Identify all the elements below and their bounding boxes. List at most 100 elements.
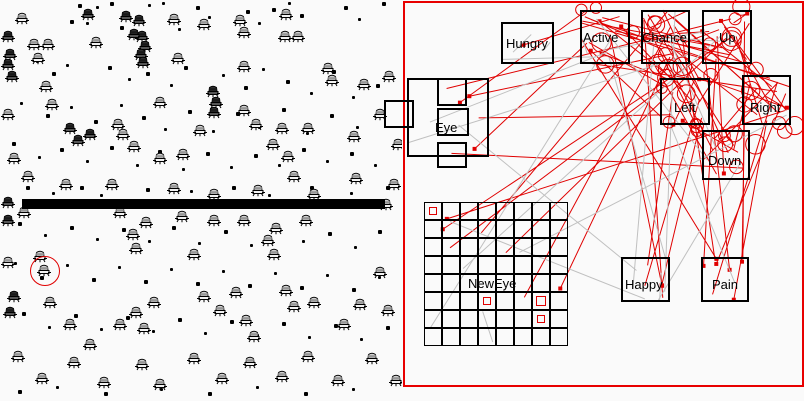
creature-sprite[interactable] <box>286 170 302 183</box>
creature-sprite[interactable] <box>320 62 336 75</box>
creature-sprite[interactable] <box>66 356 82 369</box>
neweye-cell[interactable] <box>550 292 568 310</box>
creature-sprite[interactable] <box>232 14 248 27</box>
neweye-cell[interactable] <box>532 310 550 328</box>
creature-sprite[interactable] <box>280 150 296 163</box>
creature-sprite[interactable] <box>6 152 22 165</box>
creature-sprite[interactable] <box>136 322 152 335</box>
creature-sprite[interactable] <box>286 300 302 313</box>
creature-sprite[interactable] <box>250 184 266 197</box>
neweye-cell[interactable] <box>496 256 514 274</box>
neweye-cell[interactable] <box>496 310 514 328</box>
neweye-cell[interactable] <box>460 274 478 292</box>
creature-sprite[interactable] <box>118 10 134 23</box>
creature-sprite[interactable] <box>196 290 212 303</box>
neweye-cell[interactable] <box>442 328 460 346</box>
creature-sprite[interactable] <box>390 138 402 151</box>
creature-sprite[interactable] <box>152 378 168 391</box>
creature-sprite[interactable] <box>96 376 112 389</box>
neweye-cell[interactable] <box>460 202 478 220</box>
neweye-cell[interactable] <box>442 310 460 328</box>
creature-sprite[interactable] <box>330 374 346 387</box>
neweye-cell[interactable] <box>496 202 514 220</box>
creature-sprite[interactable] <box>274 370 290 383</box>
creature-sprite[interactable] <box>152 152 168 165</box>
neweye-cell[interactable] <box>532 238 550 256</box>
creature-sprite[interactable] <box>236 60 252 73</box>
neweye-cell[interactable] <box>550 310 568 328</box>
neuron-node-right[interactable] <box>742 75 791 125</box>
creature-sprite[interactable] <box>192 124 208 137</box>
neweye-cell[interactable] <box>460 310 478 328</box>
creature-sprite[interactable] <box>388 374 402 387</box>
creature-sprite[interactable] <box>126 140 142 153</box>
creature-sprite[interactable] <box>88 36 104 49</box>
creature-sprite[interactable] <box>30 52 46 65</box>
creature-sprite[interactable] <box>300 122 316 135</box>
creature-sprite[interactable] <box>206 188 222 201</box>
creature-sprite[interactable] <box>110 118 126 131</box>
neweye-cell[interactable] <box>478 220 496 238</box>
creature-sprite[interactable] <box>166 182 182 195</box>
neweye-cell[interactable] <box>424 256 442 274</box>
creature-sprite[interactable] <box>386 178 402 191</box>
creature-sprite[interactable] <box>0 30 16 43</box>
creature-sprite[interactable] <box>128 242 144 255</box>
creature-sprite[interactable] <box>236 104 252 117</box>
creature-sprite[interactable] <box>278 8 294 21</box>
creature-sprite[interactable] <box>14 12 30 25</box>
neweye-cell[interactable] <box>532 220 550 238</box>
neweye-cell[interactable] <box>550 220 568 238</box>
creature-sprite[interactable] <box>40 38 56 51</box>
neweye-cell[interactable] <box>514 202 532 220</box>
neuron-node-active[interactable] <box>580 10 630 64</box>
creature-sprite[interactable] <box>6 290 22 303</box>
creature-sprite[interactable] <box>348 172 364 185</box>
creature-sprite[interactable] <box>274 122 290 135</box>
creature-sprite[interactable] <box>236 26 252 39</box>
creature-sprite[interactable] <box>248 118 264 131</box>
creature-sprite[interactable] <box>125 228 141 241</box>
creature-sprite[interactable] <box>34 372 50 385</box>
brain-network-panel[interactable]: Hungry Active Chance Up Left Right Down Happy Pa… <box>384 0 804 401</box>
creature-sprite[interactable] <box>206 106 222 119</box>
neweye-cell[interactable] <box>478 328 496 346</box>
creature-sprite[interactable] <box>80 8 96 21</box>
neweye-cell[interactable] <box>424 310 442 328</box>
neweye-cell[interactable] <box>460 292 478 310</box>
neweye-cell[interactable] <box>424 328 442 346</box>
neuron-node-up[interactable] <box>702 10 752 64</box>
world-view-panel[interactable] <box>0 0 402 401</box>
neweye-cell[interactable] <box>532 202 550 220</box>
creature-sprite[interactable] <box>205 85 221 98</box>
neweye-cell[interactable] <box>532 274 550 292</box>
creature-sprite[interactable] <box>266 248 282 261</box>
creature-sprite[interactable] <box>82 128 98 141</box>
neweye-cell[interactable] <box>514 292 532 310</box>
neweye-cell[interactable] <box>514 238 532 256</box>
neweye-cell[interactable] <box>532 292 550 310</box>
eye-subfield-1[interactable] <box>384 100 414 128</box>
creature-sprite[interactable] <box>364 352 380 365</box>
neweye-cell[interactable] <box>460 238 478 256</box>
creature-sprite[interactable] <box>196 18 212 31</box>
creature-sprite[interactable] <box>44 98 60 111</box>
creature-sprite[interactable] <box>126 28 142 41</box>
creature-sprite[interactable] <box>62 318 78 331</box>
neuron-node-pain[interactable] <box>701 257 749 302</box>
creature-sprite[interactable] <box>58 178 74 191</box>
neweye-cell[interactable] <box>550 328 568 346</box>
creature-sprite[interactable] <box>212 304 228 317</box>
creature-sprite[interactable] <box>70 134 86 147</box>
creature-sprite[interactable] <box>306 296 322 309</box>
creature-sprite[interactable] <box>112 318 128 331</box>
creature-sprite[interactable] <box>236 214 252 227</box>
neweye-cell[interactable] <box>532 256 550 274</box>
creature-sprite[interactable] <box>298 214 314 227</box>
creature-sprite[interactable] <box>206 214 222 227</box>
creature-sprite[interactable] <box>300 350 316 363</box>
neweye-cell[interactable] <box>550 202 568 220</box>
creature-sprite[interactable] <box>278 284 294 297</box>
creature-sprite[interactable] <box>128 306 144 319</box>
creature-sprite[interactable] <box>0 196 16 209</box>
